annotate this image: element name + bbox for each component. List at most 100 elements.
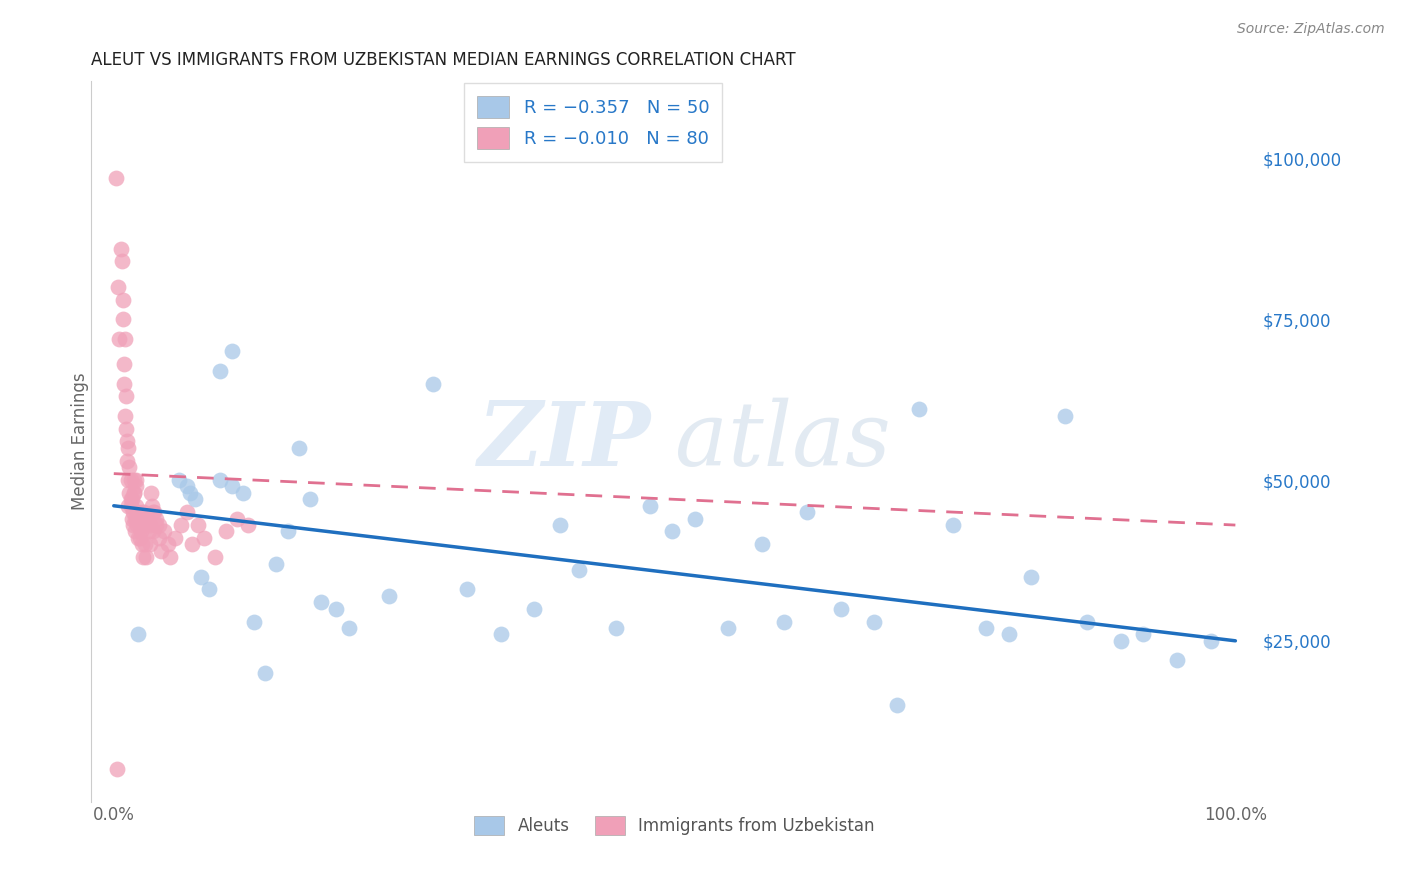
Point [122,486,145,500]
Point [548,518,571,533]
Text: ALEUT VS IMMIGRANTS FROM UZBEKISTAN MEDIAN EARNINGS CORRELATION CHART: ALEUT VS IMMIGRANTS FROM UZBEKISTAN MEDI… [91,51,796,69]
Point [661,524,683,539]
Point [751,537,773,551]
Point [121,518,143,533]
Point [135,550,157,565]
Point [266,557,288,571]
Point [117,441,139,455]
Point [111,254,134,268]
Point [156,537,179,551]
Point [243,615,266,629]
Point [125,499,148,513]
Point [136,511,159,525]
Point [183,492,205,507]
Point [124,524,146,539]
Point [976,621,998,635]
Point [132,505,155,519]
Point [165,531,187,545]
Point [122,473,145,487]
Point [127,511,149,525]
Point [863,615,886,629]
Point [131,505,153,519]
Point [132,518,155,533]
Point [238,518,260,533]
Point [118,486,141,500]
Point [122,486,145,500]
Point [118,460,141,475]
Point [489,627,512,641]
Point [127,511,149,525]
Y-axis label: Median Earnings: Median Earnings [72,373,89,510]
Point [456,582,478,597]
Point [115,454,138,468]
Point [128,518,150,533]
Point [796,505,818,519]
Point [773,615,796,629]
Point [145,518,167,533]
Point [179,486,201,500]
Point [120,499,142,513]
Point [1166,653,1188,667]
Legend: Aleuts, Immigrants from Uzbekistan: Aleuts, Immigrants from Uzbekistan [467,808,883,844]
Point [134,537,156,551]
Point [125,473,148,487]
Point [107,280,129,294]
Point [127,627,149,641]
Point [221,344,243,359]
Point [129,524,152,539]
Point [1076,615,1098,629]
Point [998,627,1021,641]
Point [111,312,134,326]
Text: ZIP: ZIP [478,398,651,484]
Point [138,524,160,539]
Point [120,473,142,487]
Point [198,582,221,597]
Point [187,518,209,533]
Point [226,511,249,525]
Point [114,332,136,346]
Point [148,531,170,545]
Point [181,537,204,551]
Point [221,479,243,493]
Point [148,518,170,533]
Point [167,473,190,487]
Point [131,537,153,551]
Point [299,492,322,507]
Point [568,563,591,577]
Point [683,511,706,525]
Point [121,492,143,507]
Point [149,543,172,558]
Point [288,441,311,455]
Point [170,518,193,533]
Point [153,524,176,539]
Point [141,499,163,513]
Point [105,763,128,777]
Point [638,499,661,513]
Point [124,511,146,525]
Point [121,511,143,525]
Point [143,505,166,519]
Point [277,524,299,539]
Point [190,569,212,583]
Point [311,595,333,609]
Point [115,421,138,435]
Point [232,486,254,500]
Point [325,601,347,615]
Text: atlas: atlas [675,398,890,485]
Point [1109,633,1132,648]
Point [886,698,908,712]
Text: Source: ZipAtlas.com: Source: ZipAtlas.com [1237,22,1385,37]
Point [120,492,142,507]
Point [132,550,155,565]
Point [108,332,131,346]
Point [110,242,132,256]
Point [131,518,153,533]
Point [193,531,215,545]
Point [142,505,165,519]
Point [105,170,128,185]
Point [112,376,135,391]
Point [139,486,162,500]
Point [111,293,134,307]
Point [159,550,181,565]
Point [142,524,165,539]
